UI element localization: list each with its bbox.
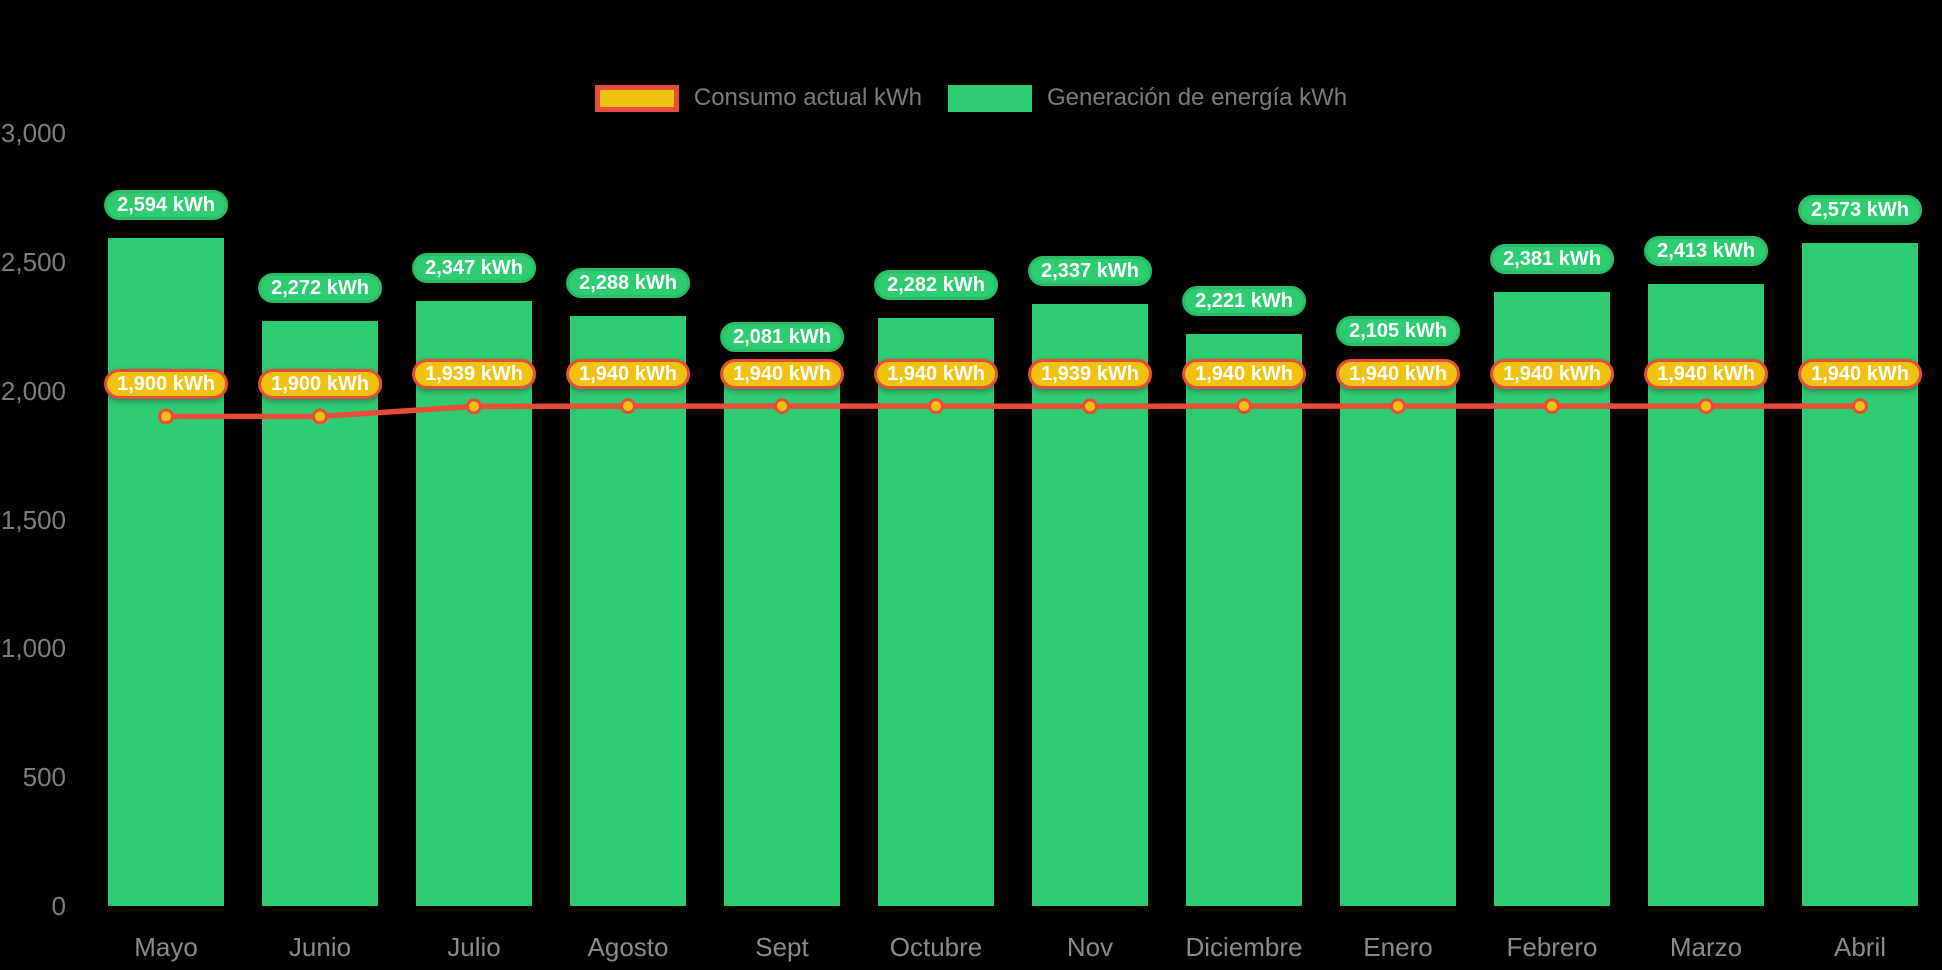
consumption-value-badge: 1,900 kWh	[258, 369, 382, 400]
generation-value-badge: 2,221 kWh	[1182, 285, 1306, 316]
y-axis-tick-label: 1,000	[0, 633, 66, 664]
generation-value-badge: 2,381 kWh	[1490, 244, 1614, 275]
consumption-point-abril[interactable]	[1852, 398, 1868, 415]
generation-value-badge: 2,573 kWh	[1798, 195, 1922, 226]
generation-value-badge: 2,282 kWh	[874, 270, 998, 300]
y-axis-tick-label: 0	[51, 891, 66, 921]
y-axis-tick-label: 1,500	[0, 504, 66, 535]
consumption-value-badge: 1,940 kWh	[1644, 359, 1768, 390]
generation-bar-abril[interactable]	[1802, 243, 1918, 906]
x-axis-label-febrero: Febrero	[1506, 932, 1598, 962]
generation-value-badge: 2,105 kWh	[1336, 315, 1460, 346]
generation-bar-agosto[interactable]	[570, 316, 686, 906]
generation-value-badge: 2,288 kWh	[566, 268, 690, 299]
consumption-line	[166, 403, 1860, 420]
x-axis-label-sept: Sept	[755, 932, 809, 962]
generacion-swatch-icon	[947, 84, 1032, 112]
consumption-value-badge: 1,940 kWh	[874, 359, 998, 390]
generation-bar-octubre[interactable]	[878, 318, 994, 906]
consumption-point-nov[interactable]	[1082, 398, 1098, 415]
generation-bar-enero[interactable]	[1340, 363, 1456, 906]
legend-label-generacion: Generación de energía kWh	[1046, 84, 1348, 111]
legend-label-consumo: Consumo actual kWh	[693, 84, 922, 111]
generation-value-badge: 2,337 kWh	[1028, 255, 1152, 286]
consumption-value-badge: 1,940 kWh	[566, 359, 690, 390]
y-axis-tick-label: 500	[22, 762, 66, 793]
generation-bar-sept[interactable]	[724, 369, 840, 906]
y-axis-tick-label: 2,500	[0, 246, 66, 277]
consumption-point-julio[interactable]	[466, 398, 482, 415]
consumption-point-junio[interactable]	[312, 408, 328, 425]
chart-legend: Consumo actual kWh Generación de energía…	[0, 84, 1942, 112]
generation-bar-diciembre[interactable]	[1186, 333, 1302, 906]
consumption-point-agosto[interactable]	[620, 398, 636, 415]
consumption-point-mayo[interactable]	[158, 408, 174, 425]
generation-bar-febrero[interactable]	[1494, 292, 1610, 906]
x-axis-label-junio: Junio	[288, 932, 352, 962]
consumption-point-febrero[interactable]	[1544, 398, 1560, 415]
consumption-value-badge: 1,939 kWh	[1028, 359, 1152, 390]
x-axis-label-octubre: Octubre	[889, 932, 983, 962]
generation-value-badge: 2,081 kWh	[720, 321, 844, 352]
y-axis-tick-label: 2,000	[0, 375, 66, 406]
consumption-value-badge: 1,940 kWh	[1798, 359, 1922, 390]
generation-bar-mayo[interactable]	[108, 237, 224, 906]
y-axis-tick-label: 3,000	[0, 118, 66, 148]
consumption-point-marzo[interactable]	[1698, 398, 1714, 415]
consumption-point-enero[interactable]	[1390, 398, 1406, 415]
consumption-value-badge: 1,900 kWh	[104, 369, 228, 400]
consumption-point-sept[interactable]	[774, 398, 790, 415]
x-axis-label-diciembre: Diciembre	[1185, 932, 1303, 962]
x-axis-label-marzo: Marzo	[1669, 932, 1743, 962]
x-axis-label-enero: Enero	[1363, 932, 1433, 962]
legend-item-generacion[interactable]: Generación de energía kWh	[947, 84, 1348, 112]
x-axis-label-agosto: Agosto	[587, 932, 669, 962]
consumption-value-badge: 1,940 kWh	[1336, 359, 1460, 390]
legend-item-consumo[interactable]: Consumo actual kWh	[594, 84, 922, 112]
generation-value-badge: 2,347 kWh	[412, 253, 536, 284]
consumption-value-badge: 1,940 kWh	[1490, 359, 1614, 390]
consumption-value-badge: 1,940 kWh	[1182, 359, 1306, 390]
generation-value-badge: 2,272 kWh	[258, 272, 382, 303]
x-axis-label-mayo: Mayo	[134, 932, 198, 962]
x-axis-label-julio: Julio	[447, 932, 501, 962]
consumption-value-badge: 1,940 kWh	[720, 359, 844, 390]
x-axis-label-nov: Nov	[1066, 932, 1114, 962]
consumption-point-diciembre[interactable]	[1236, 398, 1252, 415]
consumption-point-octubre[interactable]	[928, 398, 944, 415]
x-axis-label-abril: Abril	[1833, 932, 1887, 962]
generation-value-badge: 2,413 kWh	[1644, 236, 1768, 267]
consumo-swatch-icon	[594, 84, 679, 112]
consumption-value-badge: 1,939 kWh	[412, 359, 536, 390]
generation-value-badge: 2,594 kWh	[104, 189, 228, 220]
